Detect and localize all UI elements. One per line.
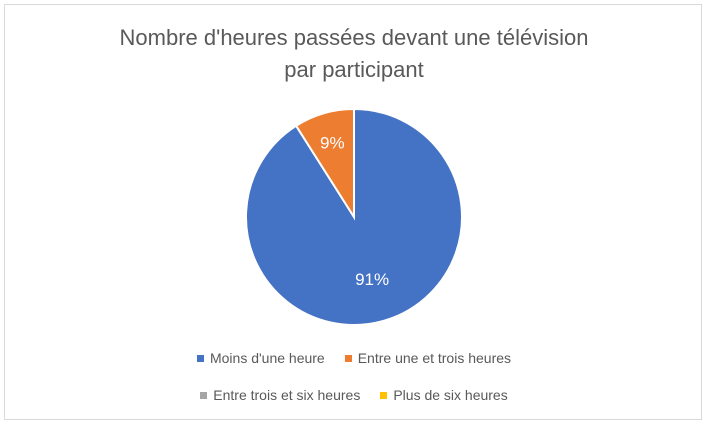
legend-row-2: Entre trois et six heures Plus de six he… <box>0 387 708 403</box>
legend-row-1: Moins d'une heure Entre une et trois heu… <box>0 350 708 366</box>
data-label-moins-une-heure: 91% <box>355 270 389 289</box>
legend-label-plus-de-six-heures: Plus de six heures <box>393 387 508 403</box>
data-label-entre-une-et-trois-heures: 9% <box>320 133 345 152</box>
legend-swatch-plus-de-six-heures <box>380 391 388 399</box>
legend-swatch-moins-une-heure <box>196 354 204 362</box>
legend-swatch-entre-trois-et-six-heures <box>200 391 208 399</box>
chart-title-line-2: par participant <box>284 57 424 82</box>
chart-title-line-1: Nombre d'heures passées devant une télév… <box>119 25 589 50</box>
legend-item-plus-de-six-heures: Plus de six heures <box>380 387 508 403</box>
legend-label-entre-une-et-trois-heures: Entre une et trois heures <box>357 350 512 366</box>
legend-item-entre-trois-et-six-heures: Entre trois et six heures <box>200 387 360 403</box>
legend-label-entre-trois-et-six-heures: Entre trois et six heures <box>213 387 361 403</box>
legend-swatch-entre-une-et-trois-heures <box>344 354 352 362</box>
legend-item-moins-une-heure: Moins d'une heure <box>196 350 325 366</box>
legend-label-moins-une-heure: Moins d'une heure <box>209 350 325 366</box>
chart-title: Nombre d'heures passées devant une télév… <box>0 22 708 86</box>
pie-slice-entre-une-et-trois-heures <box>294 107 355 221</box>
legend-item-entre-une-et-trois-heures: Entre une et trois heures <box>344 350 512 366</box>
